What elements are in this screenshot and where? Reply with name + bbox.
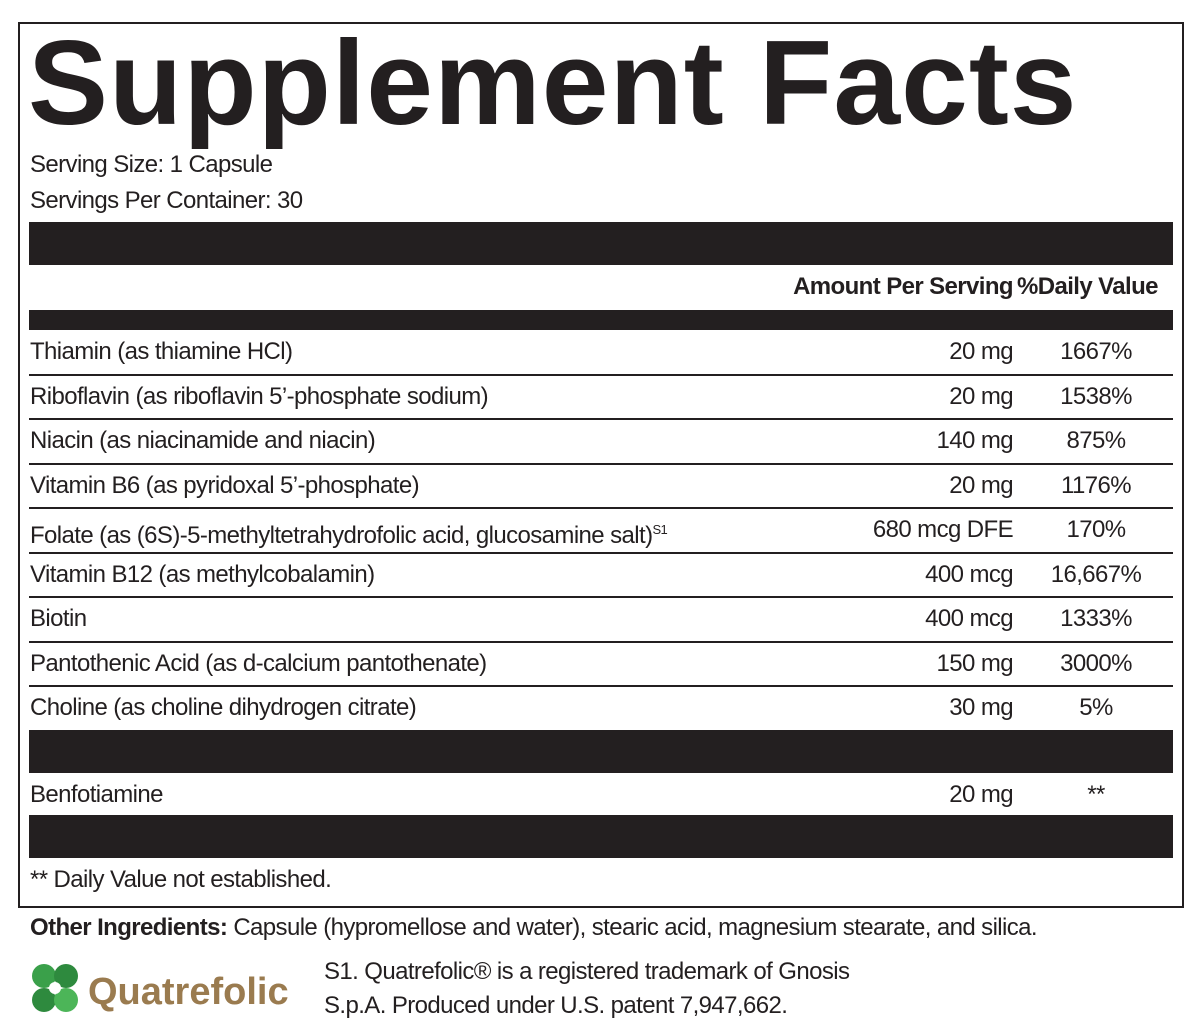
black-bar bbox=[29, 222, 1173, 265]
ingredient-name: Vitamin B12 (as methylcobalamin) bbox=[30, 560, 375, 588]
daily-value: 170% bbox=[1066, 516, 1127, 543]
servings-per-container: Servings Per Container: 30 bbox=[30, 187, 303, 214]
text: Capsule (hypromellose and water), steari… bbox=[233, 914, 1037, 941]
row-rule bbox=[29, 462, 1173, 465]
title: Supplement Facts bbox=[28, 16, 1078, 150]
row-rule bbox=[29, 551, 1173, 554]
row-rule bbox=[29, 418, 1173, 420]
daily-value: 1538% bbox=[1060, 382, 1132, 410]
amount: 140 mg bbox=[936, 427, 1014, 454]
footnote: ** Daily Value not established. bbox=[30, 866, 332, 893]
ingredient-name: Riboflavin (as riboflavin 5’-phosphate s… bbox=[30, 382, 489, 410]
daily-value: 16,667% bbox=[1050, 560, 1142, 588]
daily-value: 5% bbox=[1079, 694, 1113, 721]
ingredient-name: Thiamin (as thiamine HCl) bbox=[30, 338, 293, 365]
ingredient-name: Pantothenic Acid (as d-calcium pantothen… bbox=[30, 649, 487, 677]
daily-value: ** bbox=[1087, 781, 1105, 808]
daily-value: 3000% bbox=[1060, 649, 1132, 677]
amount: 680 mcg DFE bbox=[872, 516, 1014, 543]
column-header: %Daily Value bbox=[1017, 273, 1158, 300]
superscript: S1 bbox=[652, 522, 668, 537]
row-rule bbox=[29, 507, 1173, 509]
logo-icon bbox=[32, 964, 78, 1012]
ingredient-name: Biotin bbox=[30, 605, 87, 632]
ingredient-name: Folate (as (6S)-5-methyltetrahydrofolic … bbox=[30, 522, 668, 549]
logo-text: Quatrefolic bbox=[88, 971, 289, 1013]
note-line: S.p.A. Produced under U.S. patent 7,947,… bbox=[324, 992, 788, 1019]
amount: 20 mg bbox=[949, 382, 1013, 410]
amount: 400 mcg bbox=[925, 605, 1013, 632]
ingredient-name: Benfotiamine bbox=[30, 781, 163, 808]
row-rule bbox=[29, 640, 1173, 643]
daily-value: 1333% bbox=[1060, 605, 1132, 632]
facts-panel bbox=[18, 22, 1184, 908]
black-bar bbox=[29, 815, 1173, 858]
amount: 20 mg bbox=[949, 471, 1013, 499]
row-rule bbox=[29, 596, 1173, 598]
amount: 20 mg bbox=[949, 781, 1013, 808]
note-line: S1. Quatrefolic® is a registered tradema… bbox=[324, 958, 850, 985]
ingredient-name: Niacin (as niacinamide and niacin) bbox=[30, 427, 376, 454]
column-header: Amount Per Serving bbox=[793, 273, 1014, 300]
daily-value: 875% bbox=[1066, 427, 1127, 454]
amount: 150 mg bbox=[936, 649, 1014, 677]
row-rule bbox=[29, 685, 1173, 687]
amount: 20 mg bbox=[949, 338, 1013, 365]
amount: 30 mg bbox=[949, 694, 1013, 721]
clover bbox=[32, 964, 78, 1012]
daily-value: 1176% bbox=[1061, 471, 1132, 499]
serving-size: Serving Size: 1 Capsule bbox=[30, 151, 273, 178]
other-ingredients: Other Ingredients: Capsule (hypromellose… bbox=[30, 914, 1038, 942]
amount: 400 mcg bbox=[925, 560, 1013, 588]
black-bar bbox=[29, 730, 1173, 773]
black-bar bbox=[29, 310, 1173, 330]
ingredient-name: Choline (as choline dihydrogen citrate) bbox=[30, 694, 417, 721]
daily-value: 1667% bbox=[1060, 338, 1132, 365]
row-rule bbox=[29, 373, 1173, 376]
label: Other Ingredients: bbox=[30, 914, 228, 941]
ingredient-name: Vitamin B6 (as pyridoxal 5’-phosphate) bbox=[30, 471, 420, 499]
